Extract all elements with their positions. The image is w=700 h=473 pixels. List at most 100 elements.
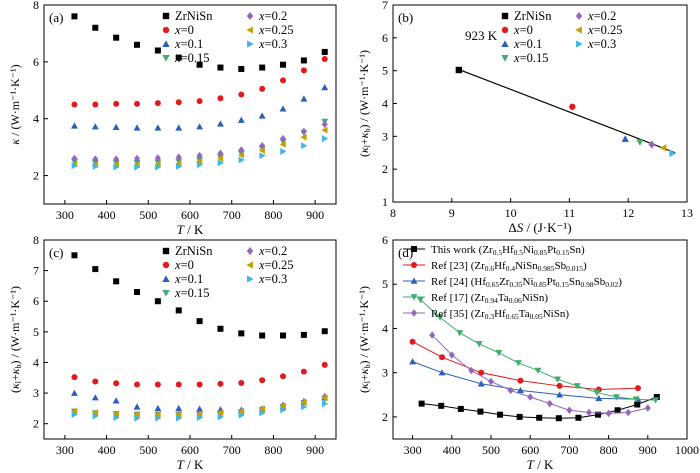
data-point <box>259 152 266 160</box>
data-point <box>409 358 417 365</box>
data-point <box>516 386 524 394</box>
legend-label: ZrNiSn <box>175 9 213 23</box>
y-tick-label: 1 <box>382 195 388 209</box>
legend-label: x=0.1 <box>174 272 203 286</box>
data-point <box>556 382 563 389</box>
data-point <box>154 154 161 162</box>
chart-panel-d: 300 400 500 600 700 800 900 1000 2 3 4 5 6 (d) T / K (κ… <box>357 233 699 472</box>
data-point <box>92 24 99 31</box>
data-point <box>134 414 141 422</box>
data-point <box>133 411 140 418</box>
legend-marker <box>410 294 418 301</box>
data-point <box>112 123 120 131</box>
x-tick-label: 300 <box>56 443 74 457</box>
data-point <box>321 328 328 335</box>
y-tick-label: 7 <box>382 0 388 12</box>
data-point <box>280 406 287 414</box>
data-point <box>175 307 182 314</box>
data-point <box>217 409 224 417</box>
data-point <box>438 402 445 409</box>
data-point <box>259 377 266 384</box>
data-point <box>259 64 266 71</box>
x-tick-label: 12 <box>622 206 634 220</box>
data-point <box>155 414 162 422</box>
data-point <box>439 354 445 361</box>
legend-marker <box>246 247 254 255</box>
x-tick-label: 300 <box>56 208 74 222</box>
x-tick-label: 800 <box>264 208 282 222</box>
panel-label: (a) <box>49 10 63 25</box>
x-tick-label: 500 <box>139 208 157 222</box>
data-point <box>612 394 620 401</box>
data-point <box>92 378 99 385</box>
x-tick-label: 400 <box>443 443 461 457</box>
data-point <box>92 266 99 273</box>
y-tick-label: 6 <box>382 233 388 247</box>
y-axis-label: (κl+κb) / (W·m⁻¹·K⁻¹) <box>357 286 372 393</box>
legend-marker <box>411 246 417 252</box>
data-point <box>113 155 120 163</box>
data-point <box>154 47 161 54</box>
data-point <box>113 34 120 41</box>
data-point <box>300 67 307 74</box>
data-point <box>71 407 78 415</box>
data-point <box>71 162 78 170</box>
y-tick-label: 3 <box>382 366 388 380</box>
data-point <box>238 91 245 98</box>
data-point <box>621 135 629 142</box>
legend-marker <box>162 290 170 297</box>
data-point <box>92 163 99 170</box>
data-point <box>516 413 523 420</box>
data-point <box>175 404 183 412</box>
legend-marker <box>576 40 583 48</box>
panel-label: (c) <box>49 245 63 260</box>
data-point <box>636 139 644 146</box>
legend-marker <box>501 40 509 47</box>
data-point <box>507 386 514 395</box>
data-point <box>605 409 612 418</box>
y-tick-label: 3 <box>33 386 39 400</box>
data-point <box>113 380 120 387</box>
data-point <box>635 385 641 392</box>
data-point <box>566 406 573 415</box>
y-tick-label: 5 <box>382 64 388 78</box>
temperature-annotation: 923 K <box>465 28 498 43</box>
data-point <box>134 381 141 388</box>
y-tick-label: 2 <box>382 410 388 424</box>
data-point <box>321 48 328 55</box>
data-point <box>238 411 245 419</box>
x-axis-label: T / K <box>527 457 554 472</box>
y-tick-label: 8 <box>33 0 39 12</box>
data-point <box>455 66 463 74</box>
x-axis-label: T / K <box>177 222 204 237</box>
data-point <box>669 149 676 158</box>
plot-frame <box>392 239 688 440</box>
data-point <box>175 163 183 170</box>
data-point <box>196 161 204 169</box>
data-point <box>112 397 120 404</box>
data-point <box>321 394 328 402</box>
data-point <box>154 298 161 305</box>
data-point <box>534 367 542 374</box>
data-point <box>416 296 424 304</box>
data-point <box>155 163 162 171</box>
legend-label: Ref [35] (Zr0.3Hf0.65Ta0.05NiSn) <box>431 308 569 321</box>
data-point <box>196 410 203 418</box>
y-tick-label: 5 <box>33 325 39 339</box>
data-point <box>648 140 655 149</box>
data-point <box>71 411 78 418</box>
data-point <box>217 413 224 421</box>
y-tick-label: 8 <box>33 233 39 247</box>
data-point <box>436 314 444 321</box>
data-point <box>456 330 464 337</box>
data-point <box>196 123 204 130</box>
data-point <box>91 394 99 401</box>
data-point <box>418 400 425 407</box>
x-tick-label: 500 <box>482 443 500 457</box>
data-point <box>217 149 224 158</box>
data-point <box>595 411 602 418</box>
data-point <box>575 414 582 421</box>
y-tick-label: 4 <box>382 321 388 335</box>
data-point <box>438 369 446 376</box>
x-tick-label: 900 <box>639 443 657 457</box>
